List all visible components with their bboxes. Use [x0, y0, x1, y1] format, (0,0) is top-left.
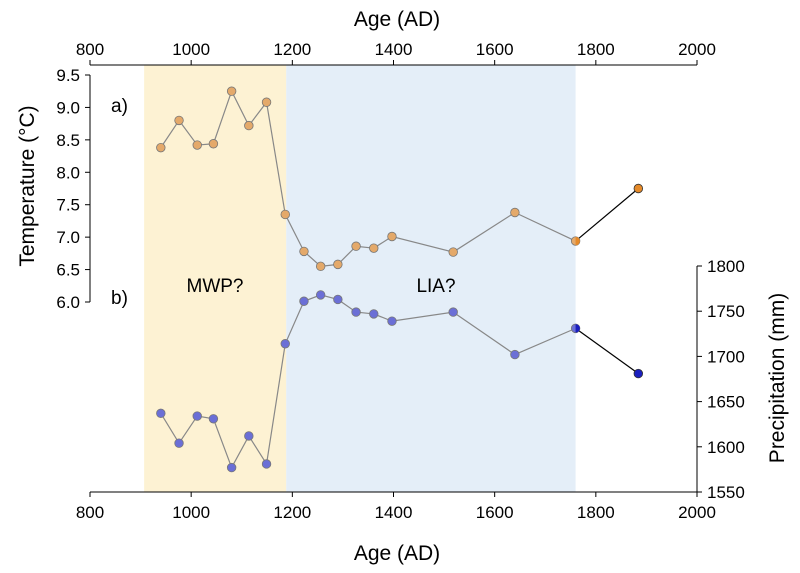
top-x-tick-label: 1600 — [476, 40, 514, 59]
precipitation-tick-label: 1800 — [707, 257, 745, 276]
precipitation-point — [369, 309, 379, 319]
bottom-x-tick-label: 1800 — [577, 503, 615, 522]
top-x-axis-title: Age (AD) — [354, 8, 440, 31]
precipitation-point — [226, 462, 237, 473]
precipitation-tick-label: 1550 — [707, 483, 745, 502]
shaded-period-lia — [286, 65, 576, 492]
precipitation-point — [510, 349, 520, 360]
temperature-junction-point — [575, 236, 580, 246]
temperature-tick-label: 6.0 — [56, 293, 80, 312]
temperature-tick-label: 8.0 — [56, 163, 80, 182]
precipitation-point — [261, 459, 272, 469]
temperature-tick-label: 7.0 — [56, 228, 80, 247]
precipitation-point — [156, 408, 166, 419]
precipitation-point — [280, 339, 290, 349]
precipitation-point — [208, 414, 219, 424]
shaded-periods — [144, 65, 576, 492]
temperature-point — [226, 86, 237, 96]
precipitation-point — [244, 431, 254, 441]
precipitation-extension-line — [575, 327, 639, 375]
precipitation-point — [299, 296, 309, 306]
temperature-point — [261, 97, 272, 107]
temperature-point — [351, 241, 361, 251]
temperature-point — [299, 246, 309, 257]
temperature-point — [192, 140, 202, 150]
tick-labels: 800 800 1000 1000 1200 1200 1400 1400 1600 1600 18… — [56, 40, 744, 522]
precipitation-point — [315, 290, 326, 300]
precipitation-axis-title: Precipitation (mm) — [766, 293, 789, 463]
temperature-tick-label: 9.5 — [56, 66, 80, 85]
temperature-extension-point — [633, 183, 644, 194]
temperature-point — [387, 231, 397, 242]
bottom-x-tick-label: 1600 — [476, 503, 514, 522]
temperature-point — [369, 243, 379, 253]
bottom-x-tick-label: 1200 — [273, 503, 311, 522]
precipitation-junction-point — [575, 324, 580, 333]
series — [156, 86, 644, 473]
precipitation-extension-point — [633, 368, 644, 379]
lia-label: LIA? — [416, 276, 455, 297]
temperature-tick-label: 9.0 — [56, 98, 80, 117]
temperature-axis-title: Temperature (°C) — [16, 105, 39, 266]
precipitation-tick-label: 1600 — [707, 438, 745, 457]
bottom-x-tick-label: 1400 — [375, 503, 413, 522]
precipitation-point — [192, 411, 202, 421]
precipitation-tick-label: 1750 — [707, 302, 745, 321]
temperature-point — [280, 209, 290, 220]
top-x-tick-label: 1200 — [273, 40, 311, 59]
precipitation-tick-label: 1700 — [707, 347, 745, 366]
mwp-label: MWP? — [187, 276, 244, 297]
precipitation-point — [448, 307, 458, 317]
bottom-x-tick-label: 2000 — [678, 503, 716, 522]
temperature-tick-label: 7.5 — [56, 196, 80, 215]
panel-label-b: b) — [111, 288, 128, 309]
temperature-tick-label: 6.5 — [56, 261, 80, 280]
precipitation-point — [387, 316, 397, 326]
panel-label-a: a) — [111, 96, 128, 117]
temperature-point — [208, 139, 219, 149]
bottom-x-axis-title: Age (AD) — [354, 542, 440, 565]
bottom-x-tick-label: 1000 — [172, 503, 210, 522]
precipitation-point — [333, 294, 343, 305]
top-x-tick-label: 1800 — [577, 40, 615, 59]
temperature-point — [333, 259, 343, 270]
top-x-tick-label: 2000 — [678, 40, 716, 59]
top-x-tick-label: 800 — [76, 40, 104, 59]
temperature-point — [156, 142, 166, 153]
precipitation-point — [351, 307, 361, 317]
temperature-point — [510, 207, 520, 218]
top-x-tick-label: 1400 — [375, 40, 413, 59]
bottom-x-tick-label: 800 — [76, 503, 104, 522]
top-x-tick-label: 1000 — [172, 40, 210, 59]
temperature-point — [244, 120, 254, 131]
temperature-point — [174, 115, 184, 126]
temperature-point — [448, 247, 458, 257]
temperature-extension-line — [575, 188, 639, 242]
tick-marks — [85, 60, 702, 497]
precipitation-tick-label: 1650 — [707, 393, 745, 412]
temperature-tick-label: 8.5 — [56, 131, 80, 150]
temperature-point — [315, 261, 326, 272]
precipitation-point — [174, 438, 184, 448]
